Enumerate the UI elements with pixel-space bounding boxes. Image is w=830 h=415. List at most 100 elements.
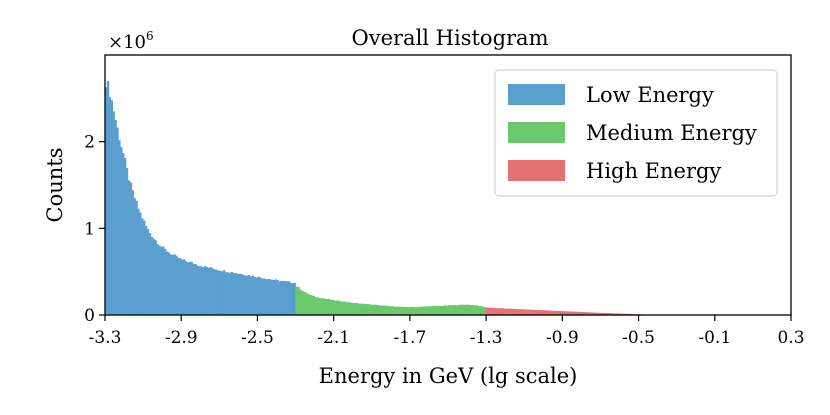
histogram-bar	[404, 306, 407, 315]
histogram-bar	[251, 275, 254, 315]
histogram-bar	[526, 309, 529, 315]
y-tick-label: 0	[84, 306, 95, 326]
histogram-bar	[131, 190, 134, 315]
x-axis-label: Energy in GeV (lg scale)	[319, 364, 578, 388]
histogram-bar	[289, 282, 293, 315]
histogram-bar	[127, 180, 131, 315]
histogram-bar	[413, 307, 416, 315]
histogram-bar	[366, 304, 369, 315]
x-tick-label: -1.3	[470, 328, 503, 348]
histogram-bar	[367, 304, 371, 315]
histogram-bar	[236, 273, 239, 315]
histogram-bar	[232, 273, 235, 315]
histogram-bar	[240, 273, 243, 315]
histogram-bar	[488, 307, 491, 315]
histogram-bar	[518, 309, 521, 315]
histogram-bar	[238, 273, 241, 315]
histogram-bar	[377, 305, 380, 315]
histogram-bar	[371, 304, 375, 315]
histogram-bar	[276, 279, 279, 315]
histogram-bar	[388, 306, 392, 315]
histogram-bar	[348, 302, 352, 315]
histogram-bar	[234, 273, 237, 315]
histogram-bar	[495, 308, 498, 315]
histogram-bar	[318, 298, 321, 315]
histogram-bar	[177, 258, 180, 315]
y-multiplier: ×106	[108, 29, 154, 53]
histogram-bar	[385, 305, 388, 315]
y-tick-label: 1	[84, 219, 95, 239]
legend: Low Energy Medium Energy High Energy	[494, 69, 778, 197]
histogram-bar	[143, 220, 146, 315]
histogram-bar	[358, 303, 361, 315]
histogram-bar	[461, 304, 464, 315]
histogram-bar	[369, 304, 373, 315]
histogram-bar	[194, 264, 197, 315]
histogram-bar	[611, 313, 615, 315]
histogram-bar	[373, 304, 376, 315]
histogram-bar	[110, 100, 113, 315]
histogram-bar	[383, 305, 386, 315]
histogram-bar	[106, 80, 110, 316]
histogram-bar	[421, 306, 424, 315]
histogram-bar	[305, 292, 308, 315]
histogram-bar	[419, 306, 422, 315]
histogram-bar	[415, 306, 418, 315]
histogram-bar	[192, 264, 195, 315]
histogram-bar	[217, 270, 220, 315]
histogram-bar	[204, 265, 207, 315]
legend-swatch	[508, 160, 565, 181]
histogram-bar	[257, 276, 260, 315]
histogram-bar	[242, 274, 245, 315]
histogram-bar	[465, 304, 468, 315]
histogram-bar	[409, 307, 413, 315]
histogram-bar	[398, 306, 401, 315]
histogram-bar	[507, 308, 510, 315]
histogram-bar	[512, 308, 516, 315]
histogram-bar	[505, 308, 508, 315]
histogram-bar	[146, 229, 150, 315]
histogram-bar	[406, 307, 409, 315]
histogram-bar	[364, 304, 367, 315]
histogram-bar	[331, 299, 335, 315]
histogram-bar	[295, 286, 298, 315]
histogram-bar	[228, 272, 232, 315]
histogram-bar	[562, 311, 565, 315]
histogram-bar	[545, 310, 548, 315]
histogram-bar	[434, 305, 437, 315]
histogram-bar	[476, 305, 479, 315]
histogram-bar	[577, 311, 580, 315]
histogram-bar	[326, 299, 329, 315]
histogram-bar	[604, 313, 607, 315]
histogram-bar	[124, 157, 127, 315]
histogram-bar	[145, 225, 148, 315]
histogram-bar	[244, 275, 247, 315]
histogram-bar	[472, 305, 476, 315]
histogram-bar	[453, 305, 456, 315]
histogram-bar	[432, 305, 436, 315]
histogram-bar	[329, 299, 333, 315]
histogram-bar	[474, 305, 477, 315]
histogram-bar	[308, 294, 312, 315]
histogram-bar	[352, 302, 355, 315]
histogram-bar	[592, 312, 596, 315]
histogram-bar	[156, 244, 159, 315]
histogram-bar	[467, 304, 470, 315]
histogram-bar	[573, 311, 577, 315]
histogram-bar	[105, 87, 108, 316]
histogram-bar	[354, 302, 357, 315]
histogram-bar	[171, 254, 174, 315]
histogram-bar	[255, 277, 258, 315]
histogram-bar	[202, 267, 205, 315]
histogram-bar	[411, 307, 415, 315]
histogram-bar	[343, 301, 346, 315]
histogram-bar	[470, 305, 474, 315]
histogram-bar	[301, 290, 304, 315]
histogram-bar	[482, 306, 485, 315]
histogram-bar	[558, 310, 561, 315]
histogram-bar	[183, 259, 186, 315]
histogram-bar	[291, 283, 294, 315]
histogram-bar	[209, 267, 213, 315]
histogram-bar	[608, 313, 611, 315]
